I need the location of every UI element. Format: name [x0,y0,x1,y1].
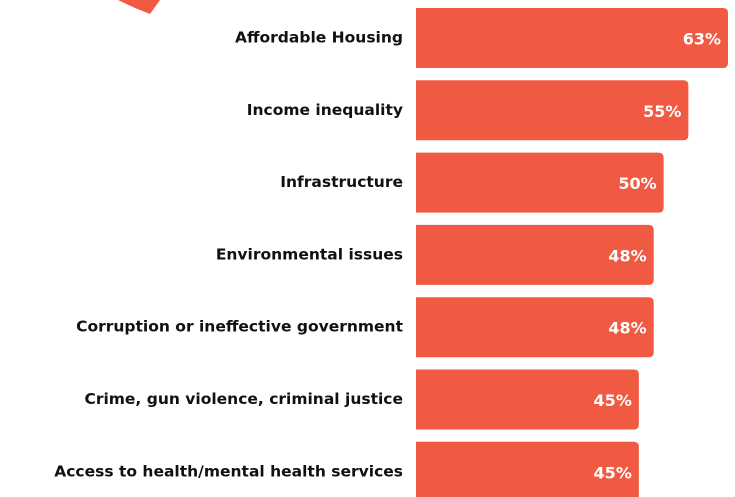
bar-6 [416,441,639,497]
value-label: 48% [608,246,646,265]
bar-2 [416,152,664,213]
category-label: Environmental issues [216,245,403,263]
bar-3 [416,224,654,285]
value-label: 55% [643,102,681,121]
bar-1 [416,80,689,141]
category-label: Infrastructure [280,173,403,191]
value-label: 48% [608,319,646,338]
category-label: Crime, gun violence, criminal justice [84,390,403,408]
value-label: 50% [618,174,656,193]
value-label: 45% [594,391,632,410]
value-label: 63% [683,30,721,49]
category-label: Affordable Housing [235,29,403,47]
bar-4 [416,297,654,358]
bars-layer: Affordable Housing 63% Income inequality 55… [54,8,728,497]
bar-0 [416,8,728,68]
value-label: 45% [594,463,632,482]
category-label: Income inequality [247,101,403,119]
category-label: Corruption or ineffective government [76,318,404,336]
bar-5 [416,369,639,430]
category-label: Access to health/mental health services [54,462,403,480]
decorative-swoosh [118,0,160,14]
